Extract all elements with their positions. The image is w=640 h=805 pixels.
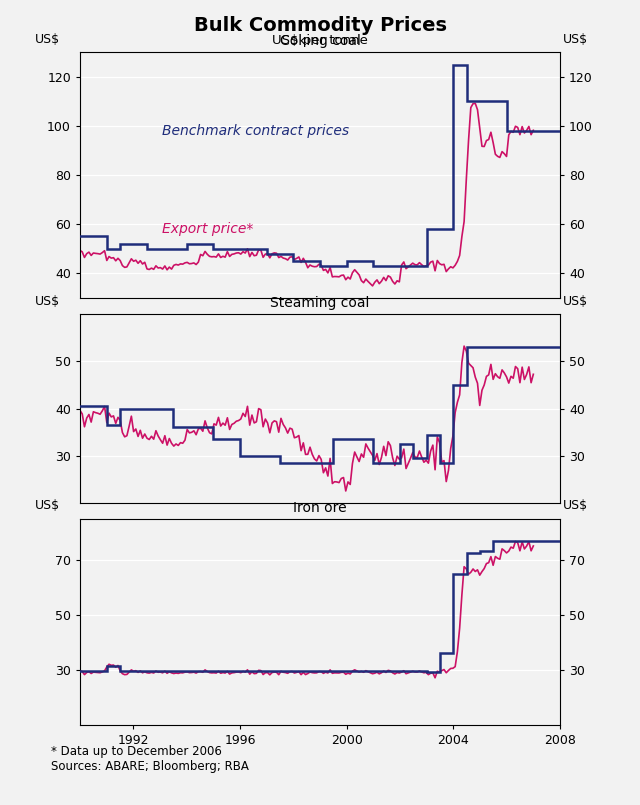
- Text: US$: US$: [35, 498, 60, 512]
- Text: US$: US$: [563, 33, 588, 46]
- Text: US$ per tonne: US$ per tonne: [272, 34, 368, 47]
- Title: Iron ore: Iron ore: [293, 502, 347, 515]
- Text: Export price*: Export price*: [162, 222, 253, 236]
- Text: Benchmark contract prices: Benchmark contract prices: [162, 124, 349, 138]
- Title: Coking coal: Coking coal: [280, 35, 360, 48]
- Text: US$: US$: [35, 295, 60, 308]
- Text: * Data up to December 2006
Sources: ABARE; Bloomberg; RBA: * Data up to December 2006 Sources: ABAR…: [51, 745, 249, 773]
- Text: Bulk Commodity Prices: Bulk Commodity Prices: [193, 16, 447, 35]
- Text: US$: US$: [35, 33, 60, 46]
- Title: Steaming coal: Steaming coal: [270, 296, 370, 310]
- Text: US$: US$: [563, 498, 588, 512]
- Text: US$: US$: [563, 295, 588, 308]
